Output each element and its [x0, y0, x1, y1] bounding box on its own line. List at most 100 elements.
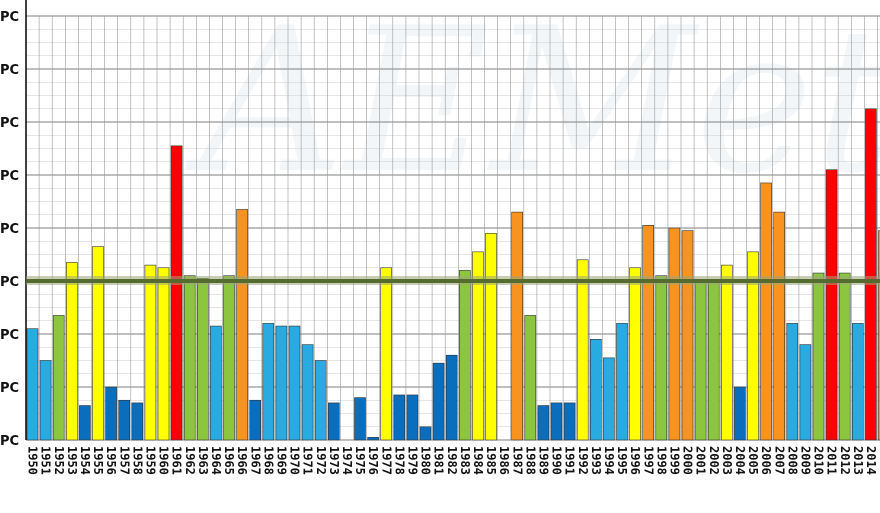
- bar-2000: [681, 230, 694, 441]
- bar-1982: [445, 354, 458, 441]
- x-tick-label: 1960: [157, 446, 171, 475]
- x-axis-ticks: 1950 1951 1952 1953 1954 1955 1956 1957 1958 1959…: [26, 446, 880, 475]
- bar-1976: [367, 437, 379, 441]
- bar-1970: [288, 325, 301, 441]
- x-tick-label: 1959: [143, 446, 157, 475]
- bar-1990: [550, 402, 563, 441]
- x-tick-label: 1978: [392, 446, 406, 475]
- x-tick-label: 1979: [405, 446, 419, 475]
- bar-1952: [52, 315, 65, 441]
- bar-1978: [393, 394, 406, 441]
- bar-1954: [79, 405, 91, 441]
- bar-1958: [131, 402, 144, 441]
- y-tick-label: PC: [0, 63, 19, 78]
- bar-1971: [301, 344, 314, 441]
- y-tick-label: PC: [0, 116, 19, 131]
- bar-1988: [524, 315, 537, 441]
- x-tick-label: 1967: [248, 446, 262, 475]
- x-tick-label: 1987: [510, 446, 524, 475]
- x-tick-label: 2013: [851, 446, 865, 475]
- bar-2007: [773, 211, 786, 441]
- x-tick-label: 1954: [78, 446, 92, 475]
- x-tick-label: 1970: [288, 446, 302, 475]
- x-tick-label: 2001: [694, 446, 708, 475]
- x-tick-label: 1998: [654, 446, 668, 475]
- x-tick-label: 1982: [445, 446, 459, 475]
- bar-1994: [603, 357, 615, 441]
- bar-1963: [197, 278, 209, 441]
- x-tick-label: 1964: [209, 446, 223, 475]
- y-tick-label: PC: [0, 10, 19, 25]
- x-tick-label: 2008: [785, 446, 799, 475]
- x-tick-label: 1974: [340, 446, 354, 475]
- bar-1957: [118, 399, 130, 441]
- x-tick-label: 1977: [379, 446, 393, 475]
- x-tick-label: 1955: [91, 446, 105, 475]
- bar-1966: [236, 209, 248, 441]
- x-tick-label: 1951: [39, 446, 53, 475]
- bar-1968: [262, 323, 275, 441]
- bar-2012: [838, 272, 851, 441]
- y-tick-label: PC: [0, 169, 19, 184]
- y-tick-label: PC: [0, 275, 19, 290]
- x-tick-label: 1973: [327, 446, 341, 475]
- x-tick-label: 1975: [353, 446, 367, 475]
- x-tick-label: 1988: [523, 446, 537, 475]
- bar-2008: [786, 323, 799, 441]
- bar-1960: [157, 267, 170, 441]
- x-tick-label: 1971: [301, 446, 315, 475]
- bar-1973: [327, 402, 340, 441]
- bar-1953: [66, 262, 78, 441]
- bar-2003: [720, 264, 733, 441]
- bar-2010: [812, 272, 825, 441]
- y-tick-label: PC: [0, 381, 19, 396]
- x-tick-label: 1968: [261, 446, 275, 475]
- x-tick-label: 1981: [432, 446, 446, 475]
- x-tick-label: 1989: [536, 446, 550, 475]
- bar-2006: [760, 182, 772, 441]
- bar-1951: [39, 360, 52, 441]
- x-tick-label: 1957: [117, 446, 131, 475]
- x-tick-label: 1953: [65, 446, 79, 475]
- y-tick-label: PC: [0, 222, 19, 237]
- x-tick-label: 1961: [170, 446, 184, 475]
- bar-1985: [485, 233, 497, 441]
- bar-1984: [472, 251, 484, 441]
- x-tick-label: 1958: [130, 446, 144, 475]
- bar-1950: [26, 328, 39, 441]
- x-tick-label: 1994: [602, 446, 616, 475]
- x-tick-label: 1952: [52, 446, 66, 475]
- bar-2015: [878, 230, 880, 441]
- bar-1995: [616, 323, 628, 441]
- baseline-group: [26, 276, 880, 285]
- bar-1962: [183, 275, 196, 441]
- bar-1979: [406, 394, 419, 441]
- bar-1998: [655, 275, 668, 441]
- bar-2013: [851, 323, 864, 441]
- x-tick-label: 2010: [812, 446, 826, 475]
- bar-2005: [747, 251, 759, 441]
- bar-2009: [799, 344, 812, 441]
- x-tick-label: 1984: [471, 446, 485, 475]
- x-tick-label: 2012: [838, 446, 852, 475]
- x-tick-label: 2009: [798, 446, 812, 475]
- x-tick-label: 1965: [222, 446, 236, 475]
- x-tick-label: 1995: [615, 446, 629, 475]
- x-tick-label: 1997: [641, 446, 655, 475]
- x-tick-label: 2000: [681, 446, 695, 475]
- bars-group: [26, 108, 880, 441]
- x-tick-label: 1986: [497, 446, 511, 475]
- y-axis-ticks: PC PC PC PC PC PC PC PC PC: [0, 10, 19, 449]
- bar-1967: [249, 399, 261, 441]
- bar-2014: [865, 108, 877, 441]
- x-tick-label: 2005: [746, 446, 760, 475]
- bar-2002: [707, 280, 720, 441]
- bar-2004: [734, 386, 746, 441]
- x-tick-label: 1983: [458, 446, 472, 475]
- bar-1955: [92, 246, 104, 441]
- x-tick-label: 1996: [628, 446, 642, 475]
- x-tick-label: 1963: [196, 446, 210, 475]
- bar-1991: [563, 402, 576, 441]
- x-tick-label: 1950: [26, 446, 40, 475]
